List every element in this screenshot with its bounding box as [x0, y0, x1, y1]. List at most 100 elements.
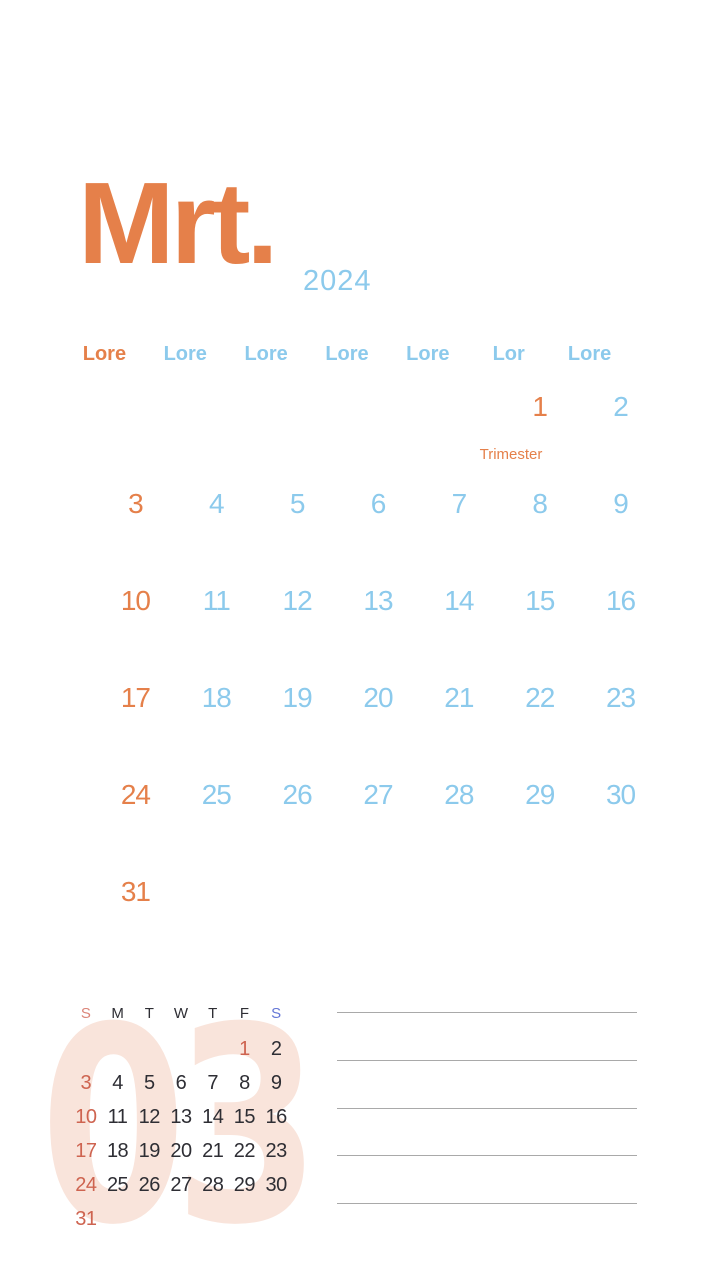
main-day-8: 8	[532, 487, 548, 519]
mini-day-3: 3	[80, 1071, 92, 1094]
main-day-header-Lore: Lore	[406, 343, 450, 365]
mini-day-header-M: M	[111, 1005, 124, 1022]
mini-day-empty	[133, 1032, 165, 1066]
main-day-18: 18	[201, 681, 232, 713]
main-day-header-Lore: Lore	[325, 343, 369, 365]
mini-day-empty	[197, 1202, 229, 1236]
mini-day-22: 22	[233, 1139, 256, 1162]
main-day-24: 24	[120, 778, 151, 810]
mini-day-header-W: W	[173, 1005, 189, 1022]
mini-calendar-grid: 1 2 3 4 5 6 7 8 9 10 11 12 13 14 15 16 17 18 19 20 21 22 23 24 2…	[70, 1032, 292, 1236]
mini-day-4: 4	[112, 1071, 123, 1094]
mini-day-25: 25	[106, 1173, 129, 1196]
mini-day-empty	[70, 1032, 102, 1066]
mini-day-14: 14	[202, 1105, 224, 1128]
main-day-12: 12	[282, 584, 313, 616]
month-number-watermark: 03	[40, 969, 321, 1280]
main-day-21: 21	[444, 681, 474, 713]
main-day-20: 20	[363, 681, 393, 713]
mini-day-header-S: S	[80, 1005, 91, 1022]
main-day-3: 3	[128, 487, 144, 519]
main-day-9: 9	[613, 487, 629, 519]
main-day-16: 16	[605, 584, 636, 616]
main-day-14: 14	[444, 584, 474, 616]
mini-day-6: 6	[175, 1071, 187, 1094]
mini-day-26: 26	[138, 1173, 161, 1196]
main-day-header-Lore: Lore	[244, 343, 288, 365]
month-title: Mrt.	[78, 158, 279, 288]
note-line	[337, 1203, 637, 1204]
mini-day-9: 9	[270, 1071, 282, 1094]
main-day-empty	[95, 358, 176, 455]
note-line	[337, 1059, 637, 1061]
mini-day-20: 20	[170, 1139, 192, 1162]
main-day-1: 1	[532, 390, 548, 422]
mini-day-empty	[260, 1202, 292, 1236]
main-day-empty	[580, 843, 661, 940]
main-calendar-day-headers: Lore Lore Lore Lore Lore Lor Lore	[64, 342, 630, 366]
main-day-28: 28	[444, 778, 474, 810]
main-day-6: 6	[370, 487, 387, 519]
mini-day-empty	[197, 1032, 229, 1066]
mini-day-7: 7	[207, 1071, 219, 1094]
mini-day-19: 19	[138, 1139, 161, 1162]
main-day-empty	[338, 358, 419, 455]
main-day-empty	[257, 843, 338, 940]
mini-day-2: 2	[270, 1037, 282, 1060]
mini-day-10: 10	[75, 1105, 97, 1128]
mini-day-empty	[102, 1032, 134, 1066]
main-day-29: 29	[525, 778, 555, 810]
mini-day-header-S: S	[271, 1005, 282, 1022]
mini-day-5: 5	[143, 1071, 155, 1094]
main-day-2: 2	[613, 390, 629, 422]
mini-day-header-F: F	[239, 1005, 249, 1022]
main-day-15: 15	[525, 584, 555, 616]
main-day-empty	[418, 843, 499, 940]
main-day-header-Lore: Lore	[163, 343, 207, 365]
main-day-23: 23	[605, 681, 636, 713]
mini-day-27: 27	[170, 1173, 192, 1196]
note-line	[337, 1107, 637, 1109]
main-day-5: 5	[289, 487, 306, 519]
main-day-empty	[338, 843, 419, 940]
year-label: 2024	[303, 265, 372, 297]
main-calendar-grid: 1 2 3 4 5 6 7 8 9 10 11 12 13 14 15 16 17 18 19 20 21 22 23 24 2…	[95, 358, 661, 940]
main-day-10: 10	[120, 584, 151, 616]
main-day-17: 17	[120, 681, 151, 713]
mini-day-empty	[133, 1202, 165, 1236]
mini-day-header-T: T	[144, 1005, 154, 1022]
main-day-30: 30	[605, 778, 636, 810]
mini-day-30: 30	[265, 1173, 288, 1196]
mini-day-8: 8	[239, 1071, 250, 1094]
mini-day-empty	[165, 1032, 197, 1066]
mini-day-17: 17	[75, 1139, 97, 1162]
mini-day-1: 1	[239, 1037, 250, 1060]
mini-day-12: 12	[138, 1105, 161, 1128]
mini-day-31: 31	[75, 1207, 97, 1230]
main-day-19: 19	[282, 681, 313, 713]
mini-day-16: 16	[265, 1105, 288, 1128]
main-day-empty	[499, 843, 580, 940]
main-day-4: 4	[208, 487, 225, 519]
main-day-header-Lor: Lor	[492, 343, 525, 365]
trimester-annotation: Trimester	[479, 446, 543, 463]
mini-day-header-T: T	[208, 1005, 218, 1022]
main-day-empty	[176, 358, 257, 455]
main-day-7: 7	[451, 487, 468, 519]
mini-day-11: 11	[107, 1105, 128, 1128]
mini-day-empty	[229, 1202, 261, 1236]
mini-day-21: 21	[202, 1139, 224, 1162]
mini-day-29: 29	[233, 1173, 256, 1196]
mini-day-23: 23	[265, 1139, 288, 1162]
mini-day-empty	[165, 1202, 197, 1236]
main-day-empty	[257, 358, 338, 455]
note-line	[337, 1012, 637, 1013]
main-day-header-Lore: Lore	[82, 343, 127, 365]
main-day-25: 25	[201, 778, 232, 810]
main-day-26: 26	[282, 778, 313, 810]
mini-day-empty	[102, 1202, 134, 1236]
mini-day-28: 28	[202, 1173, 224, 1196]
main-day-11: 11	[202, 584, 231, 616]
